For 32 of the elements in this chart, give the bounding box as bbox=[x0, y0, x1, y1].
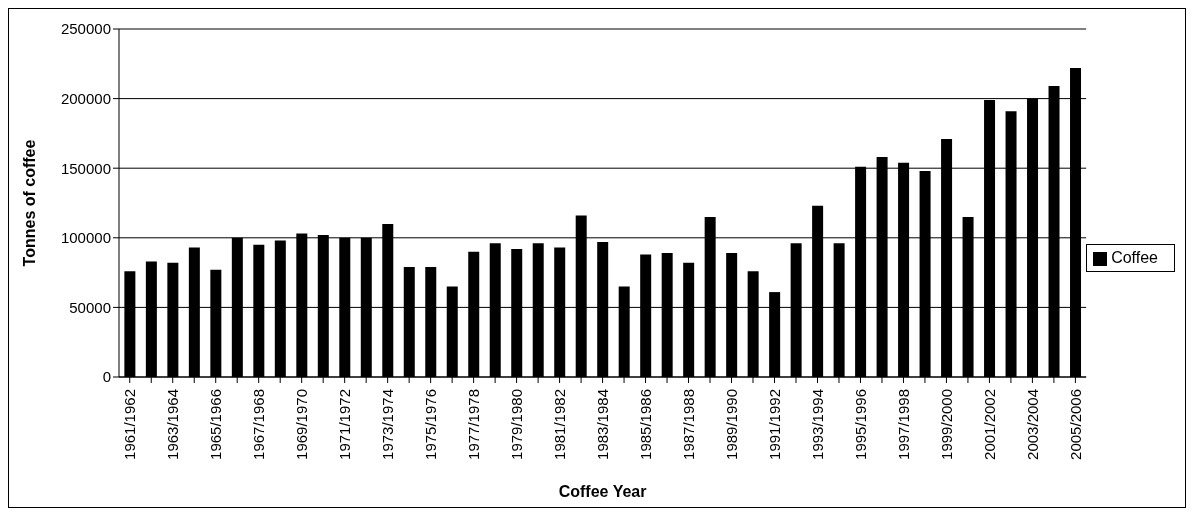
x-tick-label: 1995/1996 bbox=[851, 389, 869, 460]
x-tick-label: 1985/1986 bbox=[637, 389, 655, 460]
x-tick-label: 1983/1984 bbox=[594, 389, 612, 460]
x-tick-label: 1963/1964 bbox=[164, 389, 182, 460]
x-tick-label: 1977/1978 bbox=[465, 389, 483, 460]
x-tick-label: 2001/2002 bbox=[980, 389, 998, 460]
x-tick-label: 1973/1974 bbox=[379, 389, 397, 460]
x-tick-label: 1965/1966 bbox=[207, 389, 225, 460]
x-tick-label: 1971/1972 bbox=[336, 389, 354, 460]
y-tick-label: 0 bbox=[102, 368, 111, 386]
y-tick-label: 50000 bbox=[69, 298, 111, 316]
x-tick-label: 2005/2006 bbox=[1066, 389, 1084, 460]
x-tick-label: 1999/2000 bbox=[937, 389, 955, 460]
x-axis-title: Coffee Year bbox=[558, 483, 647, 500]
legend-label: Coffee bbox=[1111, 249, 1158, 266]
y-axis-title: Tonnes of coffee bbox=[20, 139, 38, 267]
x-tick-label: 1981/1982 bbox=[551, 389, 569, 460]
x-tick-label: 1979/1980 bbox=[508, 389, 526, 460]
x-tick-label: 1997/1998 bbox=[894, 389, 912, 460]
y-tick-label: 100000 bbox=[60, 229, 111, 247]
y-tick-label: 200000 bbox=[60, 89, 111, 107]
x-tick-label: 1991/1992 bbox=[766, 389, 784, 460]
x-tick-label: 1993/1994 bbox=[808, 389, 826, 460]
x-tick-label: 1967/1968 bbox=[250, 389, 268, 460]
x-tick-label: 1961/1962 bbox=[121, 389, 139, 460]
x-tick-label: 1987/1988 bbox=[680, 389, 698, 460]
x-tick-label: 1969/1970 bbox=[293, 389, 311, 460]
y-tick-label: 250000 bbox=[60, 20, 111, 38]
x-tick-label: 2003/2004 bbox=[1023, 389, 1041, 460]
y-tick-label: 150000 bbox=[60, 159, 111, 177]
x-tick-label: 1989/1990 bbox=[723, 389, 741, 460]
x-tick-label: 1975/1976 bbox=[422, 389, 440, 460]
